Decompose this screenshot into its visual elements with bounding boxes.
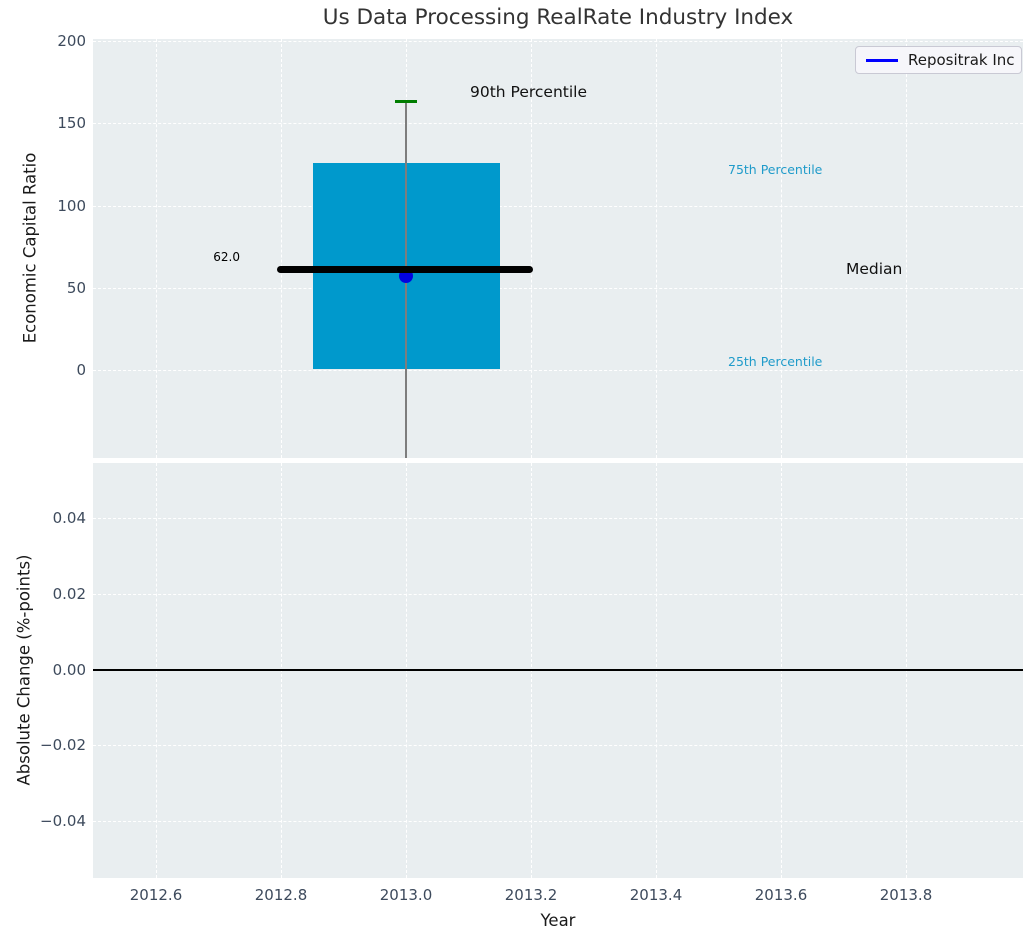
top-plot-area: 62.0 90th Percentile 75th Percentile Med… xyxy=(93,39,1023,458)
bottom-y-tick-n002: −0.02 xyxy=(40,736,86,754)
p25-percentile-label: 25th Percentile xyxy=(728,354,823,369)
bottom-y-tick-000: 0.00 xyxy=(52,661,86,679)
gridline-v xyxy=(781,39,782,458)
legend-label: Repositrak Inc xyxy=(908,51,1015,69)
gridline-h xyxy=(93,594,1023,595)
top-y-tick-150: 150 xyxy=(57,114,86,132)
top-y-tick-200: 200 xyxy=(57,32,86,50)
gridline-h xyxy=(93,821,1023,822)
top-y-tick-100: 100 xyxy=(57,197,86,215)
bottom-y-tick-002: 0.02 xyxy=(52,585,86,603)
gridline-v xyxy=(656,39,657,458)
p90-percentile-label: 90th Percentile xyxy=(470,83,588,101)
median-value-label: 62.0 xyxy=(213,250,240,264)
p75-percentile-label: 75th Percentile xyxy=(728,162,823,177)
legend: Repositrak Inc xyxy=(855,46,1022,74)
top-y-axis-label: Economic Capital Ratio xyxy=(20,152,40,344)
gridline-h xyxy=(93,745,1023,746)
bottom-y-tick-n004: −0.04 xyxy=(40,812,86,830)
x-tick-2013-2: 2013.2 xyxy=(504,886,558,904)
x-tick-2013-4: 2013.4 xyxy=(629,886,683,904)
x-tick-2012-6: 2012.6 xyxy=(129,886,183,904)
gridline-h xyxy=(93,41,1023,42)
gridline-v xyxy=(156,39,157,458)
gridline-h xyxy=(93,518,1023,519)
gridline-h xyxy=(93,288,1023,289)
median-label: Median xyxy=(846,260,903,278)
p90-marker xyxy=(395,100,417,103)
top-y-tick-50: 50 xyxy=(66,279,86,297)
gridline-v xyxy=(906,39,907,458)
legend-line-sample xyxy=(866,58,898,62)
gridline-v xyxy=(281,39,282,458)
x-tick-2013-0: 2013.0 xyxy=(379,886,433,904)
gridline-h xyxy=(93,123,1023,124)
gridline-h xyxy=(93,206,1023,207)
bottom-y-tick-004: 0.04 xyxy=(52,509,86,527)
x-axis-label: Year xyxy=(540,911,576,930)
x-tick-2013-8: 2013.8 xyxy=(879,886,933,904)
x-tick-2012-8: 2012.8 xyxy=(254,886,308,904)
bottom-y-axis-label: Absolute Change (%-points) xyxy=(14,554,34,786)
top-y-tick-0: 0 xyxy=(76,361,86,379)
gridline-h xyxy=(93,370,1023,371)
zero-reference-line xyxy=(93,669,1023,671)
median-line xyxy=(277,266,533,273)
chart-title: Us Data Processing RealRate Industry Ind… xyxy=(322,5,794,30)
x-tick-2013-6: 2013.6 xyxy=(754,886,808,904)
gridline-v xyxy=(531,39,532,458)
bottom-plot-area xyxy=(93,463,1023,878)
